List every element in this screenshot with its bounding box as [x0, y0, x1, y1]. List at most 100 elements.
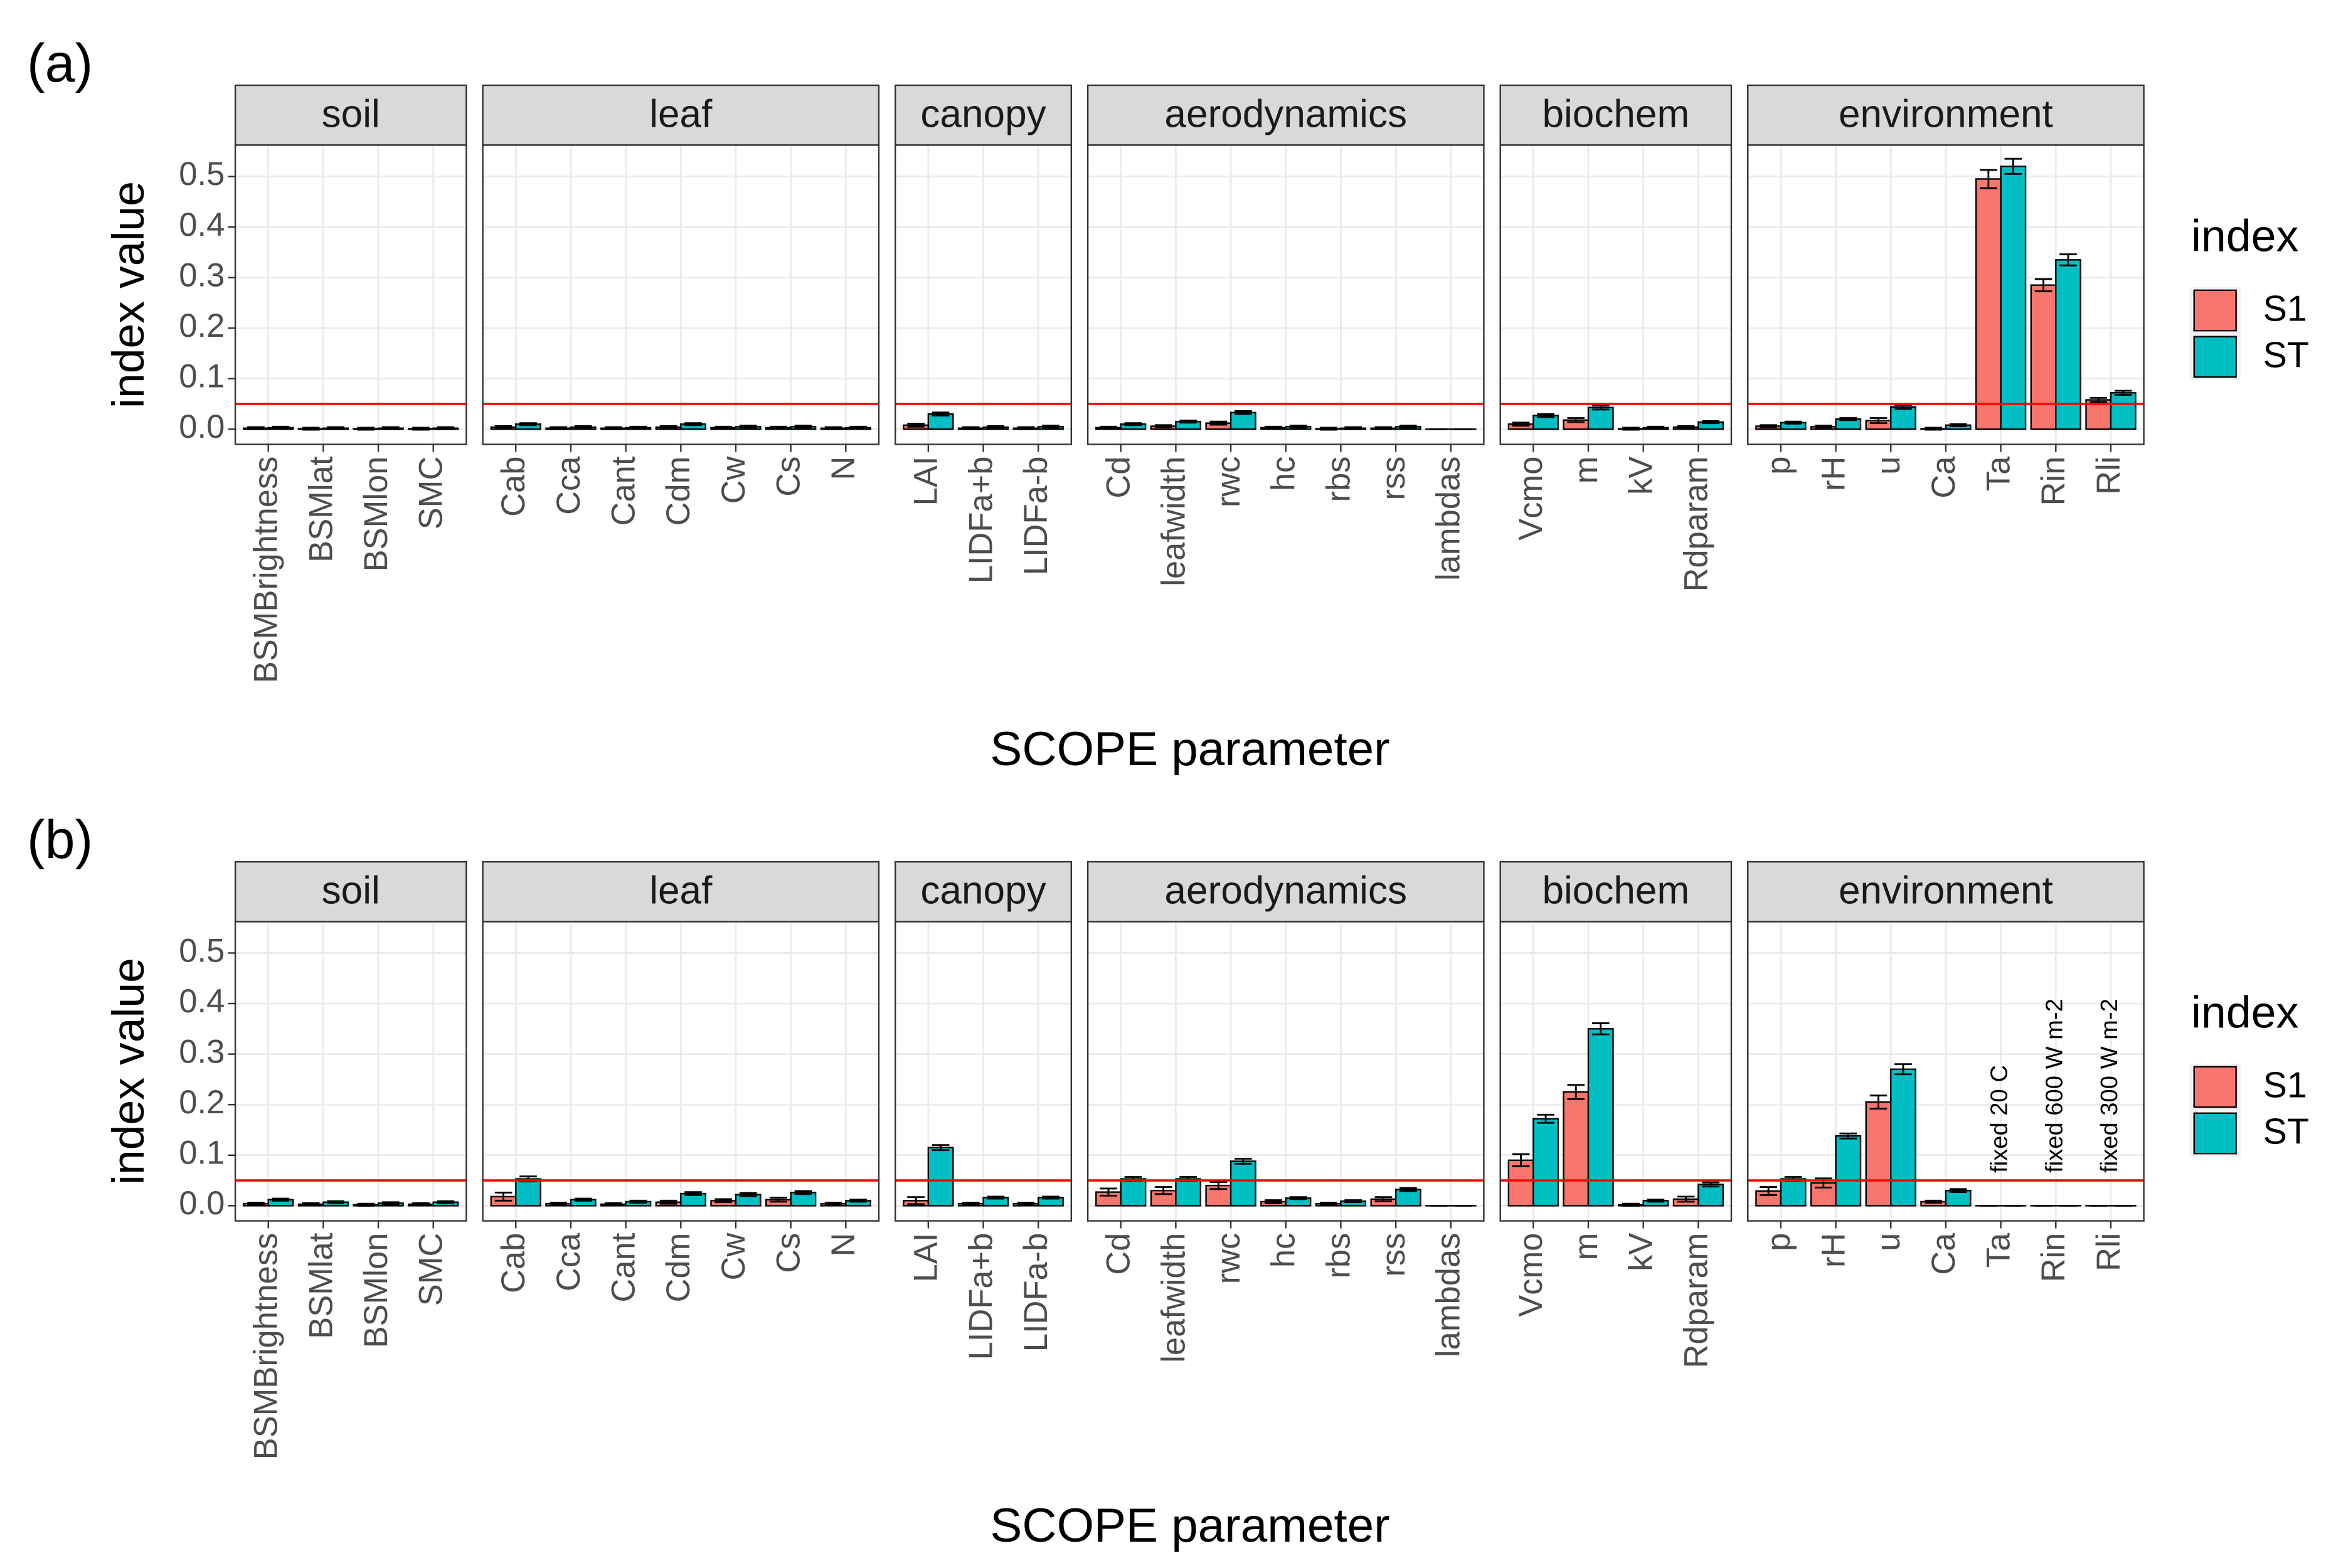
error-bar: [824, 1202, 842, 1206]
error-bar: [629, 1199, 647, 1204]
error-bar: [794, 425, 812, 429]
x-tick-label: u: [1870, 1233, 1907, 1251]
facet-strip: [234, 861, 467, 923]
bar: [1394, 1189, 1421, 1207]
facet-strip: [1747, 84, 2145, 146]
error-bar: [849, 1199, 867, 1203]
error-bar: [659, 1199, 677, 1205]
error-bar: [1591, 1022, 1610, 1036]
error-bar: [1319, 1202, 1337, 1206]
y-tick-label: 0.5: [179, 156, 225, 193]
x-tick-label: u: [1870, 457, 1907, 475]
error-bar: [1289, 1196, 1307, 1200]
bar: [1120, 1178, 1147, 1207]
error-bar: [1374, 426, 1393, 430]
facet-title: aerodynamics: [1164, 869, 1407, 913]
error-bar: [1925, 426, 1942, 431]
bar: [1780, 1178, 1807, 1207]
bar: [1835, 1135, 1862, 1207]
legend-label: S1: [2263, 289, 2307, 329]
x-tick-label: LIDFa-b: [1017, 457, 1054, 576]
y-tick-label: 0.5: [179, 932, 225, 969]
error-bar: [2034, 278, 2053, 292]
annotation: fixed 300 W m-2: [2096, 999, 2123, 1173]
error-bar: [659, 425, 677, 430]
error-bar: [1702, 1181, 1719, 1188]
error-bar: [357, 1202, 375, 1207]
error-bar: [1980, 169, 1997, 189]
panel-border: [895, 144, 1073, 445]
error-bar: [1265, 1199, 1282, 1204]
panel-border: [895, 921, 1073, 1222]
error-bar: [1344, 1199, 1362, 1204]
error-bar: [494, 1192, 512, 1202]
x-tick-label: Cant: [605, 456, 642, 526]
error-bar: [272, 1197, 290, 1202]
error-bar: [302, 426, 320, 431]
x-tick-label: LIDFa+b: [962, 457, 999, 584]
error-bar: [302, 1202, 320, 1207]
bar: [1945, 1190, 1972, 1207]
error-bar: [1017, 1202, 1035, 1206]
y-tick-label: 0.3: [179, 257, 225, 294]
x-tick-label: kV: [1623, 457, 1660, 495]
x-tick-label: Rdparam: [1677, 1233, 1714, 1369]
legend-key: [2193, 336, 2237, 378]
facet-title: leaf: [649, 92, 713, 135]
error-bar: [605, 1202, 622, 1207]
error-bar: [1784, 420, 1802, 425]
error-bar: [684, 1191, 702, 1196]
x-tick-label: LAI: [908, 1233, 945, 1283]
error-bar: [1925, 1199, 1942, 1204]
x-tick-label: N: [825, 1233, 862, 1257]
error-bar: [1042, 425, 1059, 429]
error-bar: [1760, 424, 1777, 428]
y-tick-label: 0.0: [179, 408, 225, 445]
panel-border: [1499, 144, 1733, 445]
x-tick-label: BSMBrightness: [248, 457, 285, 684]
legend-title: index: [2191, 988, 2299, 1038]
error-bar: [1839, 417, 1857, 421]
error-bar: [1622, 426, 1640, 431]
x-tick-label: rwc: [1210, 457, 1247, 508]
x-tick-label: Cd: [1100, 457, 1137, 499]
error-bar: [2059, 253, 2077, 267]
bar: [1587, 1028, 1614, 1207]
x-tick-label: Cant: [605, 1232, 642, 1302]
x-tick-label: BSMlat: [302, 1232, 339, 1339]
error-bar: [357, 426, 375, 431]
error-bar: [381, 1201, 400, 1205]
x-tick-label: Cdm: [660, 457, 697, 526]
facet-title: biochem: [1542, 869, 1689, 913]
error-bar: [1319, 426, 1337, 431]
x-tick-label: Rin: [2035, 457, 2072, 506]
x-tick-label: Cw: [715, 1232, 752, 1281]
bar: [1229, 1160, 1256, 1207]
bar: [1975, 178, 2002, 430]
error-bar: [932, 411, 950, 416]
error-bar: [1124, 422, 1142, 426]
facet-title: environment: [1839, 92, 2053, 135]
x-tick-label: SMC: [413, 1233, 450, 1306]
annotation: fixed 20 C: [1986, 1065, 2013, 1173]
x-tick-label: Cw: [715, 456, 752, 504]
error-bar: [1869, 417, 1888, 425]
facet-title: environment: [1839, 869, 2053, 913]
bar: [2030, 284, 2057, 430]
bar: [2110, 392, 2137, 430]
x-tick-label: rwc: [1210, 1233, 1247, 1285]
x-tick-label: lambdas: [1430, 1233, 1467, 1357]
error-bar: [1647, 1199, 1665, 1203]
facet-title: canopy: [920, 869, 1046, 913]
bar: [1532, 1118, 1559, 1207]
bar: [2055, 259, 2081, 430]
x-tick-label: lambdas: [1430, 457, 1467, 581]
facet-title: canopy: [920, 92, 1046, 135]
legend-label: ST: [2263, 335, 2309, 375]
x-tick-label: Rli: [2090, 1233, 2127, 1271]
facet-strip: [1086, 861, 1485, 923]
bar: [927, 1147, 954, 1207]
x-tick-label: Rdparam: [1677, 457, 1714, 592]
